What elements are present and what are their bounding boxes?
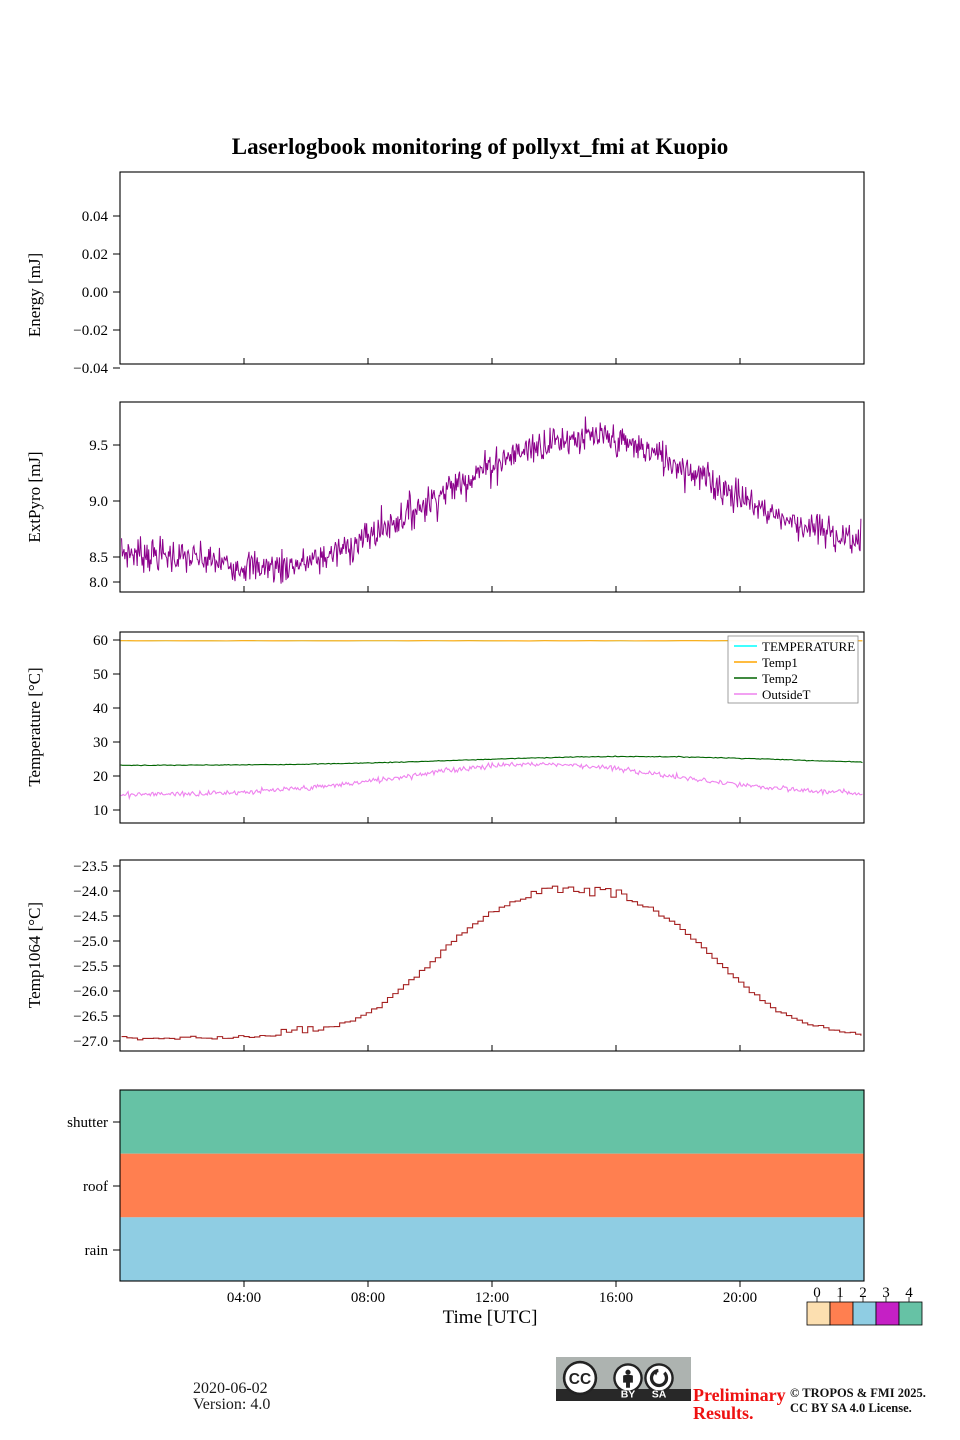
svg-text:9.5: 9.5 [89, 438, 108, 454]
svg-text:rain: rain [85, 1243, 109, 1259]
svg-text:Temperature [°C]: Temperature [°C] [25, 667, 44, 786]
svg-text:Version: 4.0: Version: 4.0 [193, 1396, 270, 1413]
svg-text:−26.0: −26.0 [73, 984, 108, 1000]
svg-text:0.02: 0.02 [82, 247, 108, 263]
svg-text:−23.5: −23.5 [73, 859, 108, 875]
svg-text:16:00: 16:00 [599, 1290, 633, 1306]
svg-text:Temp1: Temp1 [762, 655, 798, 670]
svg-text:0.00: 0.00 [82, 285, 108, 301]
svg-text:OutsideT: OutsideT [762, 687, 810, 702]
svg-text:roof: roof [83, 1179, 108, 1195]
svg-text:CC: CC [569, 1371, 591, 1388]
svg-text:TEMPERATURE: TEMPERATURE [762, 639, 855, 654]
svg-text:60: 60 [93, 633, 108, 649]
svg-text:04:00: 04:00 [227, 1290, 261, 1306]
svg-text:−25.5: −25.5 [73, 959, 108, 975]
svg-text:−26.5: −26.5 [73, 1009, 108, 1025]
svg-text:8.0: 8.0 [89, 575, 108, 591]
svg-text:SA: SA [652, 1389, 667, 1401]
svg-text:Results.: Results. [693, 1403, 754, 1423]
svg-text:Energy [mJ]: Energy [mJ] [25, 253, 44, 337]
svg-text:−27.0: −27.0 [73, 1034, 108, 1050]
svg-text:BY: BY [621, 1389, 636, 1401]
svg-text:0.04: 0.04 [82, 209, 109, 225]
svg-text:Temp1064 [°C]: Temp1064 [°C] [25, 902, 44, 1008]
svg-text:Temp2: Temp2 [762, 671, 798, 686]
svg-text:30: 30 [93, 735, 108, 751]
svg-text:10: 10 [93, 803, 108, 819]
svg-text:20:00: 20:00 [723, 1290, 757, 1306]
svg-text:−25.0: −25.0 [73, 934, 108, 950]
svg-text:−0.02: −0.02 [73, 323, 108, 339]
svg-text:−24.0: −24.0 [73, 884, 108, 900]
svg-text:40: 40 [93, 701, 108, 717]
svg-text:2020-06-02: 2020-06-02 [193, 1380, 268, 1397]
svg-text:50: 50 [93, 667, 108, 683]
svg-text:9.0: 9.0 [89, 494, 108, 510]
svg-text:Laserlogbook monitoring of pol: Laserlogbook monitoring of pollyxt_fmi a… [232, 134, 728, 159]
svg-text:Preliminary: Preliminary [693, 1385, 786, 1405]
svg-text:© TROPOS & FMI 2025.: © TROPOS & FMI 2025. [790, 1386, 926, 1400]
svg-text:8.5: 8.5 [89, 550, 108, 566]
svg-text:CC BY SA 4.0 License.: CC BY SA 4.0 License. [790, 1401, 912, 1415]
svg-text:12:00: 12:00 [475, 1290, 509, 1306]
svg-text:ExtPyro [mJ]: ExtPyro [mJ] [25, 451, 44, 542]
svg-text:08:00: 08:00 [351, 1290, 385, 1306]
svg-text:−0.04: −0.04 [73, 361, 108, 377]
svg-text:−24.5: −24.5 [73, 909, 108, 925]
svg-text:shutter: shutter [67, 1115, 108, 1131]
svg-text:20: 20 [93, 769, 108, 785]
svg-text:Time [UTC]: Time [UTC] [443, 1307, 538, 1328]
